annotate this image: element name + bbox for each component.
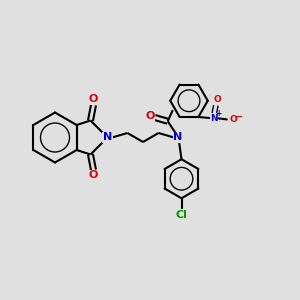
Text: +: + bbox=[215, 109, 222, 118]
Text: O: O bbox=[89, 94, 98, 104]
Text: N: N bbox=[173, 133, 182, 142]
Text: O: O bbox=[146, 111, 155, 121]
Text: N: N bbox=[210, 114, 218, 123]
Text: Cl: Cl bbox=[176, 209, 188, 220]
Text: O: O bbox=[213, 95, 221, 104]
Text: O: O bbox=[229, 115, 237, 124]
Text: O: O bbox=[89, 170, 98, 181]
Text: N: N bbox=[103, 133, 112, 142]
Text: −: − bbox=[235, 112, 243, 122]
